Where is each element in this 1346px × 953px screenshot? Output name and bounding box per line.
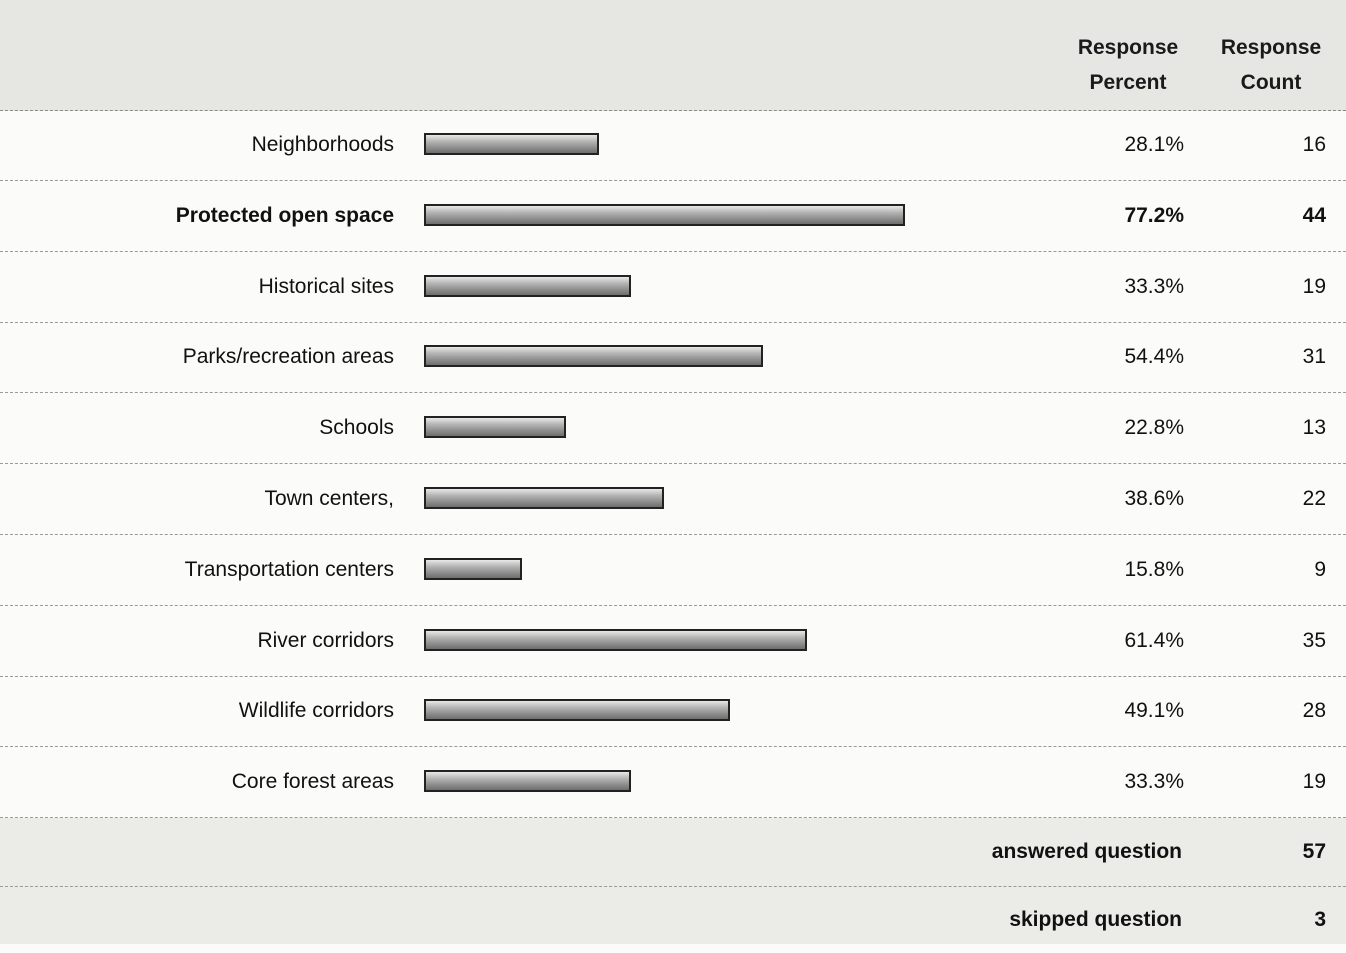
- category-label: Protected open space: [175, 203, 394, 227]
- response-count: 44: [1302, 203, 1326, 227]
- response-percent-header-line2: Percent: [1089, 71, 1167, 94]
- category-label: Transportation centers: [184, 557, 394, 581]
- response-bar: [424, 416, 566, 439]
- response-bar: [424, 203, 905, 226]
- response-count: 35: [1302, 628, 1326, 652]
- table-row: Wildlife corridors 49.1% 28: [0, 676, 1346, 748]
- table-row: Town centers, 38.6% 22: [0, 464, 1346, 535]
- response-bar: [424, 487, 664, 509]
- response-count: 16: [1302, 133, 1326, 156]
- category-label: Schools: [319, 416, 394, 440]
- category-label: Neighborhoods: [251, 133, 394, 156]
- table-row: Transportation centers 15.8% 9: [0, 535, 1346, 606]
- response-percent: 61.4%: [1124, 628, 1184, 652]
- response-bar: [424, 628, 807, 651]
- response-percent: 54.4%: [1124, 345, 1184, 369]
- response-count: 13: [1302, 416, 1326, 440]
- response-percent-header-line1: Response: [1077, 36, 1179, 59]
- table-row: Protected open space 77.2% 44: [0, 181, 1346, 252]
- response-bar: [424, 133, 599, 155]
- table-row: River corridors 61.4% 35: [0, 606, 1346, 677]
- response-count: 9: [1314, 557, 1326, 581]
- response-count-header-line2: Count: [1240, 71, 1302, 94]
- response-count-header-line1: Response: [1220, 36, 1322, 59]
- response-count: 22: [1302, 487, 1326, 510]
- category-label: Core forest areas: [231, 770, 394, 794]
- answered-question-label: answered question: [991, 840, 1182, 863]
- category-label: Town centers,: [264, 487, 394, 510]
- response-count: 28: [1302, 699, 1326, 723]
- skipped-question-label: skipped question: [1009, 908, 1182, 931]
- category-label: River corridors: [257, 628, 394, 652]
- table-row: Neighborhoods 28.1% 16: [0, 110, 1346, 181]
- response-bar: [424, 770, 631, 793]
- skipped-question-count: 3: [1314, 908, 1326, 931]
- response-count: 19: [1302, 274, 1326, 298]
- response-percent: 38.6%: [1124, 487, 1184, 510]
- response-count-header: Response Count: [1204, 30, 1338, 100]
- table-row: Parks/recreation areas 54.4% 31: [0, 322, 1346, 394]
- category-label: Wildlife corridors: [238, 699, 394, 723]
- response-bar: [424, 274, 631, 297]
- response-percent: 28.1%: [1124, 133, 1184, 156]
- response-percent: 49.1%: [1124, 699, 1184, 723]
- response-percent-header: Response Percent: [1058, 30, 1198, 100]
- category-label: Historical sites: [258, 274, 394, 298]
- response-count: 19: [1302, 770, 1326, 794]
- skipped-question-row: skipped question 3: [0, 887, 1346, 944]
- response-bar: [424, 699, 730, 722]
- response-percent: 77.2%: [1124, 203, 1184, 227]
- table-row: Core forest areas 33.3% 19: [0, 747, 1346, 819]
- table-row: Historical sites 33.3% 19: [0, 252, 1346, 323]
- response-bar: [424, 345, 763, 368]
- answered-question-row: answered question 57: [0, 818, 1346, 887]
- table-row: Schools 22.8% 13: [0, 393, 1346, 465]
- response-percent: 22.8%: [1124, 416, 1184, 440]
- table-header: Response Percent Response Count: [0, 0, 1346, 111]
- answered-question-count: 57: [1302, 840, 1326, 863]
- response-percent: 33.3%: [1124, 274, 1184, 298]
- response-percent: 33.3%: [1124, 770, 1184, 794]
- response-count: 31: [1302, 345, 1326, 369]
- response-percent: 15.8%: [1124, 557, 1184, 581]
- response-bar: [424, 557, 522, 580]
- category-label: Parks/recreation areas: [182, 345, 394, 369]
